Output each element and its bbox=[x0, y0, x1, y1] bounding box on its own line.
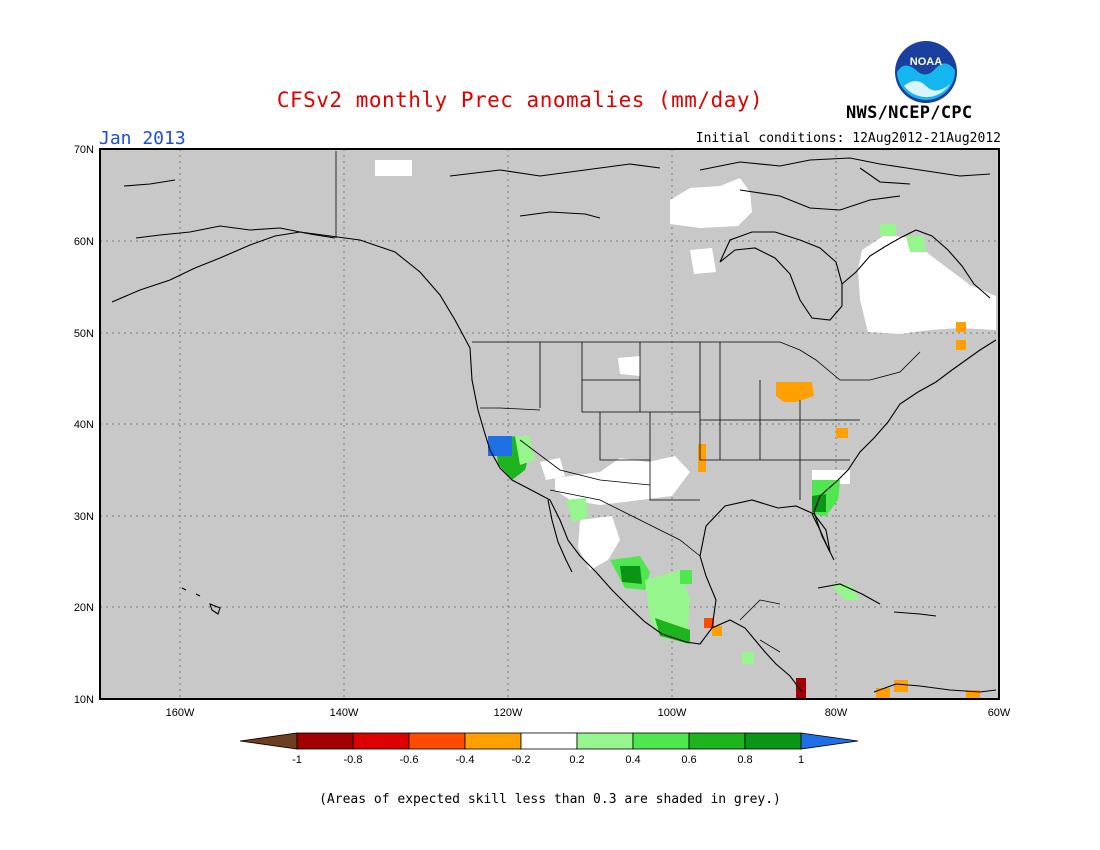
colorbar-swatch bbox=[408, 732, 466, 750]
colorbar-under-arrow bbox=[239, 732, 298, 750]
colorbar-swatch bbox=[352, 732, 410, 750]
lon-label: 140W bbox=[330, 707, 359, 719]
colorbar-swatch bbox=[688, 732, 746, 750]
lat-label: 10N bbox=[74, 694, 94, 706]
longitude-labels: 160W 140W 120W 100W 80W 60W bbox=[166, 707, 1011, 719]
colorbar-swatch bbox=[296, 732, 354, 750]
colorbar: -1 -0.8 -0.6 -0.4 -0.2 0.2 0.4 0.6 0.8 1 bbox=[239, 732, 859, 766]
lat-label: 70N bbox=[74, 144, 94, 156]
colorbar-label: 0.8 bbox=[737, 754, 752, 766]
lat-label: 30N bbox=[74, 511, 94, 523]
colorbar-swatch bbox=[576, 732, 634, 750]
colorbar-label: -1 bbox=[292, 754, 302, 766]
organization-label: NWS/NCEP/CPC bbox=[846, 103, 973, 123]
colorbar-label: -0.2 bbox=[512, 754, 531, 766]
lat-label: 60N bbox=[74, 236, 94, 248]
noaa-logo: NOAA bbox=[895, 41, 957, 103]
colorbar-swatch bbox=[464, 732, 522, 750]
colorbar-label: 1 bbox=[798, 754, 804, 766]
colorbar-label: -0.8 bbox=[344, 754, 363, 766]
political-boundaries bbox=[335, 151, 921, 653]
positive-anomaly-regions bbox=[495, 224, 926, 664]
colorbar-swatch bbox=[632, 732, 690, 750]
valid-month-label: Jan 2013 bbox=[99, 128, 186, 149]
strong-positive-region bbox=[488, 436, 512, 456]
colorbar-swatch bbox=[520, 732, 578, 750]
map-title: CFSv2 monthly Prec anomalies (mm/day) bbox=[276, 88, 764, 112]
lon-label: 160W bbox=[166, 707, 195, 719]
map-frame bbox=[99, 148, 1000, 700]
lon-label: 60W bbox=[988, 707, 1011, 719]
lat-label: 50N bbox=[74, 328, 94, 340]
colorbar-label: 0.4 bbox=[625, 754, 640, 766]
colorbar-label: 0.2 bbox=[569, 754, 584, 766]
colorbar-label: -0.6 bbox=[400, 754, 419, 766]
negative-anomaly-regions bbox=[698, 322, 980, 698]
lat-label: 20N bbox=[74, 602, 94, 614]
colorbar-over-arrow bbox=[800, 732, 859, 750]
initial-conditions-label: Initial conditions: 12Aug2012-21Aug2012 bbox=[695, 131, 1001, 146]
map-area bbox=[100, 149, 999, 699]
graticule bbox=[100, 149, 999, 699]
colorbar-swatch bbox=[744, 732, 802, 750]
lat-label: 40N bbox=[74, 419, 94, 431]
near-zero-regions bbox=[375, 160, 996, 570]
lon-label: 80W bbox=[825, 707, 848, 719]
skill-footnote: (Areas of expected skill less than 0.3 a… bbox=[319, 792, 781, 807]
latitude-labels: 70N 60N 50N 40N 30N 20N 10N bbox=[74, 144, 94, 706]
logo-text: NOAA bbox=[910, 56, 942, 68]
lon-label: 120W bbox=[494, 707, 523, 719]
coastlines bbox=[111, 157, 997, 693]
colorbar-label: 0.6 bbox=[681, 754, 696, 766]
lon-label: 100W bbox=[658, 707, 687, 719]
colorbar-label: -0.4 bbox=[456, 754, 475, 766]
